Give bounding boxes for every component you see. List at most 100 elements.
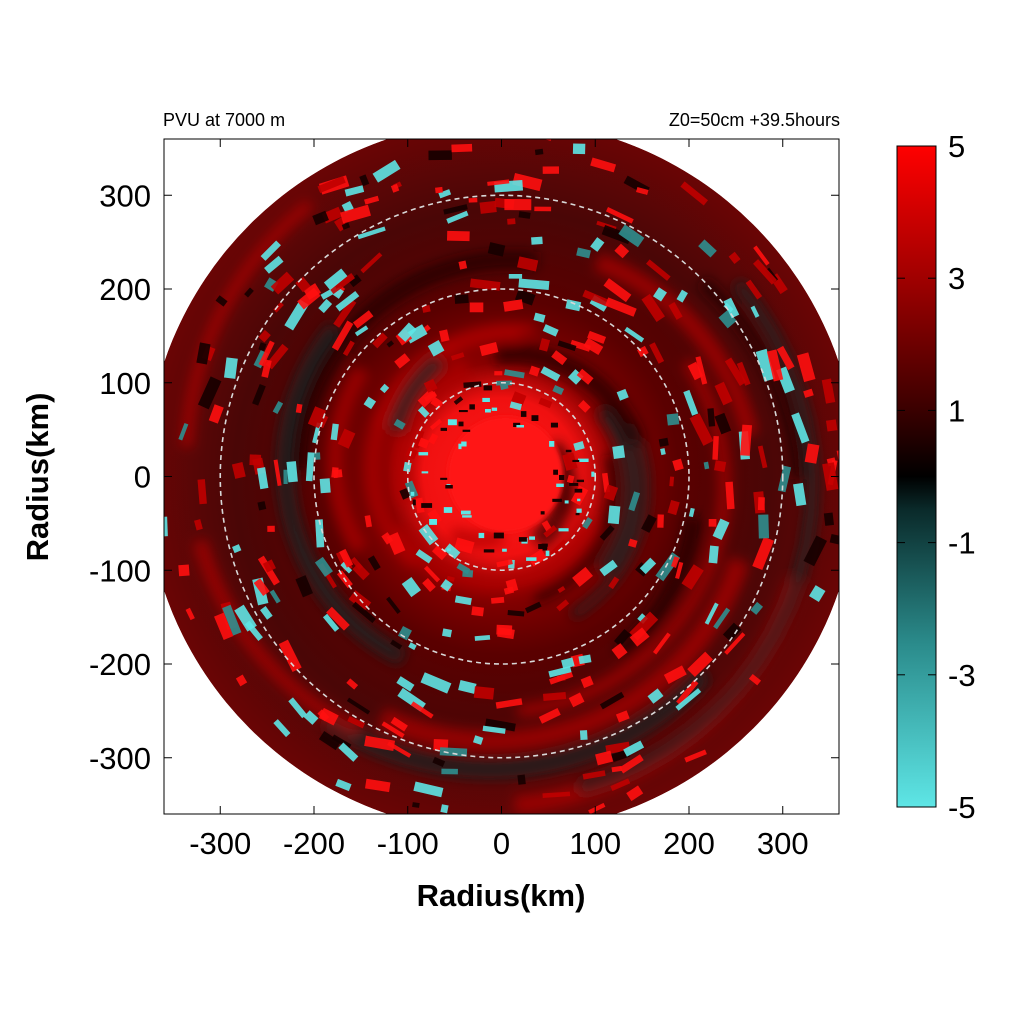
pv-patch xyxy=(494,371,503,376)
pv-patch xyxy=(542,324,559,337)
pv-patch xyxy=(417,406,430,418)
pv-patch xyxy=(335,290,360,312)
pv-patch xyxy=(403,461,412,473)
pv-patch xyxy=(432,756,446,768)
pv-patch xyxy=(197,376,222,410)
pv-patch xyxy=(551,350,568,366)
pv-patch xyxy=(256,467,269,490)
pv-patch xyxy=(582,289,611,307)
pv-patch xyxy=(421,305,431,313)
core-ring-patch xyxy=(518,537,527,542)
pv-patch xyxy=(297,287,321,310)
pv-patch xyxy=(390,716,408,732)
pv-patch xyxy=(577,400,591,413)
chart-title-left: PVU at 7000 m xyxy=(163,110,285,130)
pv-disk xyxy=(164,139,839,814)
pv-patch xyxy=(573,440,585,451)
core-ring-patch xyxy=(418,452,429,456)
pv-patch xyxy=(450,352,465,361)
pv-patch xyxy=(745,279,763,300)
pv-patch xyxy=(723,297,740,319)
pv-patch xyxy=(590,237,605,252)
pv-patch xyxy=(487,179,510,186)
pv-patch xyxy=(628,538,638,548)
spiral-band xyxy=(326,365,370,554)
pv-patch xyxy=(326,606,350,631)
pv-patch xyxy=(572,566,593,587)
pv-patch xyxy=(454,294,469,304)
pv-patch xyxy=(273,301,284,313)
pv-patch xyxy=(415,549,433,564)
pv-patch xyxy=(273,719,291,738)
pv-patch xyxy=(178,564,190,577)
pv-patch xyxy=(417,437,430,449)
pv-patch xyxy=(599,525,615,541)
pv-patch xyxy=(331,467,339,478)
x-tick-label: -300 xyxy=(189,826,251,861)
pv-patch xyxy=(408,642,417,651)
pv-patch xyxy=(550,539,567,556)
pv-patch xyxy=(303,710,319,725)
pv-patch xyxy=(386,340,394,348)
pv-patch xyxy=(684,749,707,763)
pv-patch xyxy=(757,497,765,511)
pv-patch xyxy=(803,388,814,398)
pv-patch xyxy=(681,564,704,590)
pv-patch xyxy=(543,525,558,538)
x-tick-label: 300 xyxy=(757,826,809,861)
spiral-band xyxy=(576,279,819,795)
pv-patch xyxy=(364,778,391,793)
x-tick-label: 100 xyxy=(569,826,621,861)
core-ring-patch xyxy=(483,385,493,391)
pv-patch xyxy=(314,556,333,577)
pv-patch xyxy=(390,639,403,650)
core-ring-patch xyxy=(576,479,584,483)
core-ring-patch xyxy=(526,557,537,561)
pv-patch xyxy=(401,576,422,598)
core-ring-patch xyxy=(569,483,579,486)
pv-patch xyxy=(534,206,552,212)
y-axis-title: Radius(km) xyxy=(20,393,55,562)
pv-patch xyxy=(601,224,632,245)
core-ring-patch xyxy=(577,498,581,502)
y-tick-label: 0 xyxy=(134,460,151,495)
pv-patch xyxy=(423,391,437,402)
pv-patch xyxy=(713,607,731,630)
pv-patch xyxy=(657,514,664,528)
pv-patch xyxy=(647,688,664,704)
pv-patch xyxy=(566,474,575,484)
pv-patch xyxy=(257,501,267,511)
pv-patch xyxy=(346,678,359,690)
pv-patch xyxy=(753,245,770,266)
pv-patch xyxy=(725,481,735,510)
pv-patch xyxy=(208,404,224,424)
pv-patch xyxy=(315,519,325,548)
core-ring-patch xyxy=(531,415,539,421)
core-ring-patch xyxy=(461,510,471,515)
core-ring-patch xyxy=(462,429,471,432)
pv-patch xyxy=(509,401,523,411)
pv-core-disk xyxy=(447,416,564,533)
pv-patch xyxy=(252,383,266,406)
pv-patch xyxy=(439,747,468,757)
core-ring-patch xyxy=(553,469,558,475)
pv-patch xyxy=(469,302,484,313)
pv-patch xyxy=(618,224,645,248)
core-ring-patch xyxy=(540,511,545,515)
pv-patch xyxy=(214,612,234,641)
pv-patch xyxy=(777,465,792,493)
pv-patch xyxy=(605,297,637,317)
pv-patch xyxy=(364,735,396,751)
x-axis: -300 -200 -100 0 100 200 300 xyxy=(189,139,809,861)
core-ring-patch xyxy=(576,508,582,513)
pv-patch xyxy=(487,242,506,257)
pv-patch xyxy=(262,559,276,573)
pv-patch xyxy=(346,697,371,715)
pv-patch xyxy=(646,259,671,281)
pv-patch xyxy=(482,725,506,734)
pv-patch xyxy=(629,627,650,647)
pv-patch xyxy=(570,339,591,352)
pv-patch xyxy=(357,226,386,240)
pv-patch xyxy=(514,289,536,306)
pv-patch xyxy=(542,166,560,174)
